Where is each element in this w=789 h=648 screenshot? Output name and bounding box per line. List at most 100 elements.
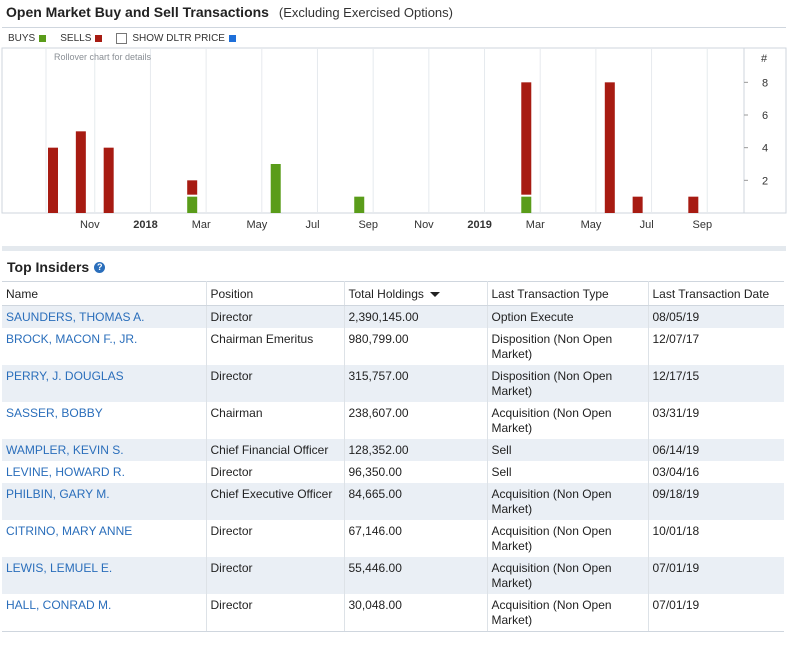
column-header-last-transaction-type[interactable]: Last Transaction Type — [487, 281, 649, 306]
insider-transaction-date: 06/14/19 — [648, 439, 784, 461]
insider-holdings: 2,390,145.00 — [344, 305, 488, 328]
top-insiders-title: Top Insiders — [7, 259, 90, 275]
x-tick-label: Jul — [306, 219, 320, 231]
show-dltr-price-label: SHOW DLTR PRICE — [132, 32, 225, 44]
x-tick-label: Mar — [192, 219, 211, 231]
bar-sells — [604, 82, 615, 213]
insider-name-link[interactable]: BROCK, MACON F., JR. — [2, 328, 207, 365]
table-header-row: Name Position Total Holdings Last Transa… — [2, 281, 784, 306]
legend-buys-swatch — [39, 34, 47, 42]
bar-buys — [270, 164, 281, 213]
show-dltr-price-checkbox[interactable] — [116, 32, 128, 44]
table-row: HALL, CONRAD M. Director 30,048.00 Acqui… — [2, 594, 784, 632]
y-tick-label: 4 — [762, 143, 768, 155]
x-tick-label: Mar — [526, 219, 545, 231]
insider-position: Chairman — [206, 402, 345, 439]
bar-sells — [187, 180, 198, 195]
insider-position: Director — [206, 365, 345, 402]
legend-sells: SELLS — [60, 32, 103, 44]
insider-position: Director — [206, 305, 345, 328]
show-dltr-price-toggle[interactable]: SHOW DLTR PRICE — [116, 32, 236, 44]
help-icon[interactable]: ? — [94, 261, 106, 273]
insider-name-link[interactable]: LEVINE, HOWARD R. — [2, 461, 207, 483]
insider-position: Director — [206, 461, 345, 483]
x-tick-label: Sep — [693, 219, 713, 231]
column-header-last-transaction-date[interactable]: Last Transaction Date — [648, 281, 784, 306]
insider-transaction-type: Acquisition (Non Open Market) — [487, 520, 649, 557]
x-tick-label: Nov — [414, 219, 434, 231]
insider-name-link[interactable]: HALL, CONRAD M. — [2, 594, 207, 632]
x-tick-label: Jul — [640, 219, 654, 231]
insider-position: Chief Executive Officer — [206, 483, 345, 520]
x-tick-label: May — [246, 219, 267, 231]
bar-sells — [75, 131, 86, 213]
column-header-position[interactable]: Position — [206, 281, 345, 306]
transactions-chart-svg[interactable]: #2 4 6 8 Rollover chart for details Nov 2018 Ma… — [0, 46, 789, 241]
insider-name-link[interactable]: LEWIS, LEMUEL E. — [2, 557, 207, 594]
bar-sells — [48, 147, 58, 213]
insider-name-link[interactable]: SASSER, BOBBY — [2, 402, 207, 439]
column-header-name[interactable]: Name — [2, 281, 207, 306]
section-divider — [2, 246, 786, 251]
insider-holdings: 55,446.00 — [344, 557, 488, 594]
insider-name-link[interactable]: PERRY, J. DOUGLAS — [2, 365, 207, 402]
insider-transaction-date: 03/04/16 — [652, 465, 700, 479]
sort-descending-icon — [429, 291, 440, 297]
chart-legend: BUYS SELLS SHOW DLTR PRICE — [2, 27, 786, 48]
bar-buys — [521, 196, 532, 213]
insider-position: Director — [206, 520, 345, 557]
legend-buys: BUYS — [8, 32, 47, 44]
chart-title: Open Market Buy and Sell Transactions — [6, 4, 269, 20]
insider-transaction-type: Acquisition (Non Open Market) — [487, 594, 649, 632]
table-row: SAUNDERS, THOMAS A. Director 2,390,145.0… — [2, 305, 784, 328]
insider-name-link[interactable]: CITRINO, MARY ANNE — [2, 520, 207, 557]
rollover-note: Rollover chart for details — [54, 52, 152, 62]
insider-name-link[interactable]: WAMPLER, KEVIN S. — [2, 439, 207, 461]
legend-buys-label: BUYS — [8, 32, 36, 44]
bar-buys — [187, 196, 198, 213]
x-tick-label: May — [581, 219, 602, 231]
x-tick-label: Sep — [358, 219, 378, 231]
bar-buys — [354, 196, 365, 213]
insider-transaction-type: Acquisition (Non Open Market) — [487, 402, 649, 439]
bar-sells — [103, 147, 114, 213]
insider-transaction-date: 12/07/17 — [652, 332, 700, 346]
insider-transaction-date: 08/05/19 — [648, 305, 784, 328]
insider-name-link[interactable]: SAUNDERS, THOMAS A. — [2, 305, 207, 328]
insider-holdings: 315,757.00 — [344, 365, 488, 402]
x-tick-label: 2018 — [133, 219, 157, 231]
y-tick-label: 6 — [762, 110, 768, 122]
insider-transaction-date: 03/31/19 — [652, 406, 700, 420]
bar-sells — [521, 82, 532, 195]
table-row: SASSER, BOBBY Chairman 238,607.00 Acquis… — [2, 402, 784, 439]
transactions-chart[interactable]: #2 4 6 8 Rollover chart for details Nov 2018 Ma… — [0, 46, 789, 241]
y-tick-label: 2 — [762, 175, 768, 187]
insider-transaction-date: 09/18/19 — [648, 483, 784, 520]
insider-holdings: 96,350.00 — [344, 461, 488, 483]
table-row: BROCK, MACON F., JR. Chairman Emeritus 9… — [2, 328, 784, 365]
insider-holdings: 67,146.00 — [344, 520, 488, 557]
table-row: PERRY, J. DOUGLAS Director 315,757.00 Di… — [2, 365, 784, 402]
insider-transaction-type: Acquisition (Non Open Market) — [487, 483, 649, 520]
table-row: LEWIS, LEMUEL E. Director 55,446.00 Acqu… — [2, 557, 784, 594]
insider-transaction-type: Disposition (Non Open Market) — [487, 328, 649, 365]
x-tick-label: 2019 — [467, 219, 491, 231]
insider-position: Director — [206, 594, 345, 632]
y-axis-label: # — [761, 53, 768, 65]
insider-transaction-date: 12/17/15 — [648, 365, 784, 402]
bar-sells — [632, 196, 643, 213]
legend-dltr-swatch — [228, 34, 236, 42]
insider-holdings: 30,048.00 — [344, 594, 488, 632]
insider-transaction-type: Sell — [487, 439, 649, 461]
insider-holdings: 84,665.00 — [344, 483, 488, 520]
insider-name-link[interactable]: PHILBIN, GARY M. — [2, 483, 207, 520]
legend-sells-label: SELLS — [60, 32, 92, 44]
insider-holdings: 128,352.00 — [344, 439, 488, 461]
insider-transaction-date: 07/01/19 — [648, 557, 784, 594]
table-row: PHILBIN, GARY M. Chief Executive Officer… — [2, 483, 784, 520]
table-row: CITRINO, MARY ANNE Director 67,146.00 Ac… — [2, 520, 784, 557]
insider-transaction-type: Option Execute — [487, 305, 649, 328]
column-header-total-holdings[interactable]: Total Holdings — [344, 281, 488, 306]
legend-sells-swatch — [95, 34, 103, 42]
y-tick-label: 8 — [762, 77, 768, 89]
